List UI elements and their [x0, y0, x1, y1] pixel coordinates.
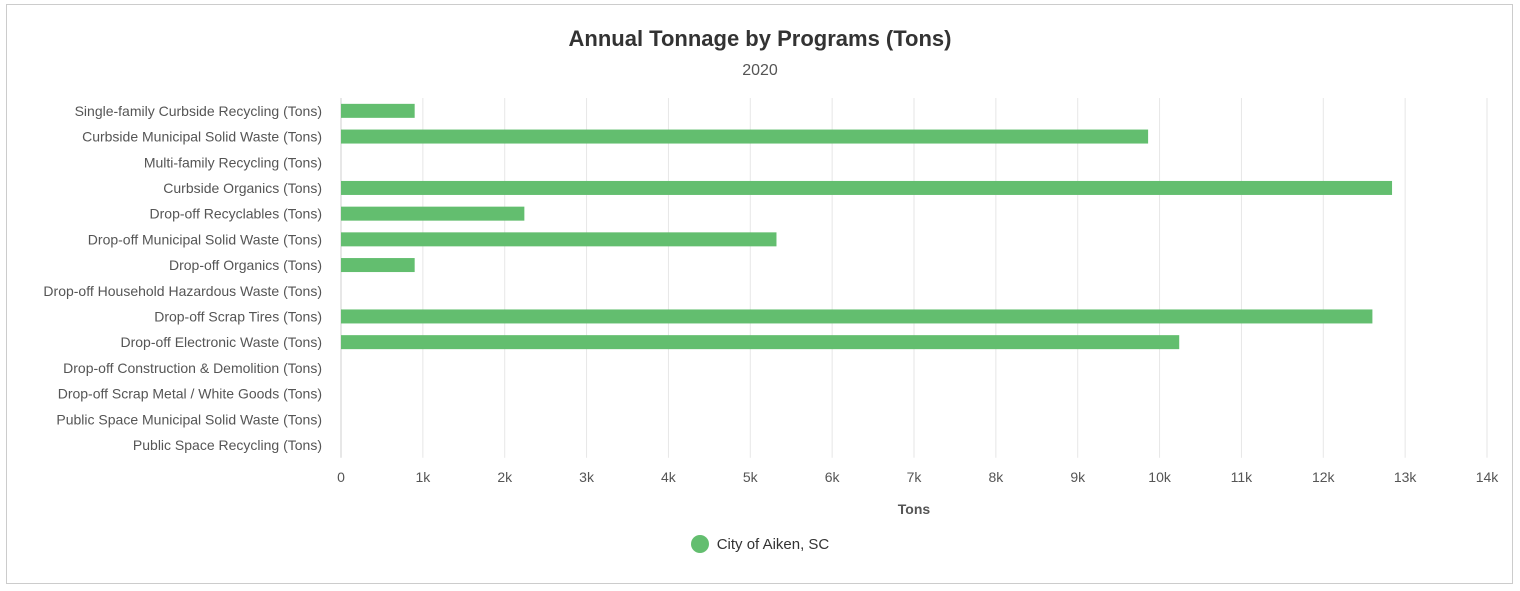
category-label: Drop-off Scrap Metal / White Goods (Tons… — [58, 386, 322, 402]
category-label: Single-family Curbside Recycling (Tons) — [75, 103, 322, 119]
category-label: Multi-family Recycling (Tons) — [144, 154, 322, 170]
category-label: Curbside Municipal Solid Waste (Tons) — [82, 129, 322, 145]
x-tick-label: 7k — [907, 469, 923, 485]
category-label: Curbside Organics (Tons) — [163, 180, 322, 196]
x-tick-label: 14k — [1476, 469, 1500, 485]
x-tick-label: 8k — [988, 469, 1004, 485]
bar — [341, 309, 1373, 324]
bar — [341, 129, 1149, 144]
x-tick-label: 4k — [661, 469, 677, 485]
bar — [341, 232, 777, 247]
legend-label: City of Aiken, SC — [716, 535, 830, 553]
category-label: Drop-off Municipal Solid Waste (Tons) — [88, 231, 322, 247]
legend-item[interactable]: City of Aiken, SC — [690, 535, 830, 553]
category-label: Drop-off Household Hazardous Waste (Tons… — [43, 283, 322, 299]
x-tick-label: 2k — [497, 469, 513, 485]
bar — [341, 258, 415, 273]
category-label: Drop-off Electronic Waste (Tons) — [120, 334, 322, 350]
x-tick-label: 6k — [825, 469, 841, 485]
x-tick-label: 13k — [1394, 469, 1418, 485]
category-label: Drop-off Recyclables (Tons) — [150, 206, 322, 222]
bar — [341, 180, 1393, 195]
legend: City of Aiken, SC — [0, 535, 1520, 553]
category-label: Public Space Municipal Solid Waste (Tons… — [56, 411, 322, 427]
bar — [341, 103, 415, 118]
category-label: Public Space Recycling (Tons) — [133, 437, 322, 453]
category-label: Drop-off Construction & Demolition (Tons… — [63, 360, 322, 376]
x-tick-label: 9k — [1070, 469, 1086, 485]
x-tick-label: 10k — [1148, 469, 1172, 485]
bar — [341, 206, 525, 221]
bar — [341, 335, 1180, 350]
chart-frame — [6, 4, 1513, 584]
x-axis-title: Tons — [898, 501, 931, 517]
category-label: Drop-off Scrap Tires (Tons) — [154, 308, 322, 324]
legend-swatch — [690, 535, 709, 553]
chart-title: Annual Tonnage by Programs (Tons) — [568, 26, 952, 51]
x-tick-label: 12k — [1312, 469, 1336, 485]
x-tick-label: 0 — [337, 469, 345, 485]
x-tick-label: 5k — [743, 469, 759, 485]
chart-subtitle: 2020 — [742, 62, 778, 79]
x-tick-label: 3k — [579, 469, 595, 485]
x-tick-label: 11k — [1231, 469, 1254, 485]
category-label: Drop-off Organics (Tons) — [169, 257, 322, 273]
x-tick-label: 1k — [415, 469, 431, 485]
